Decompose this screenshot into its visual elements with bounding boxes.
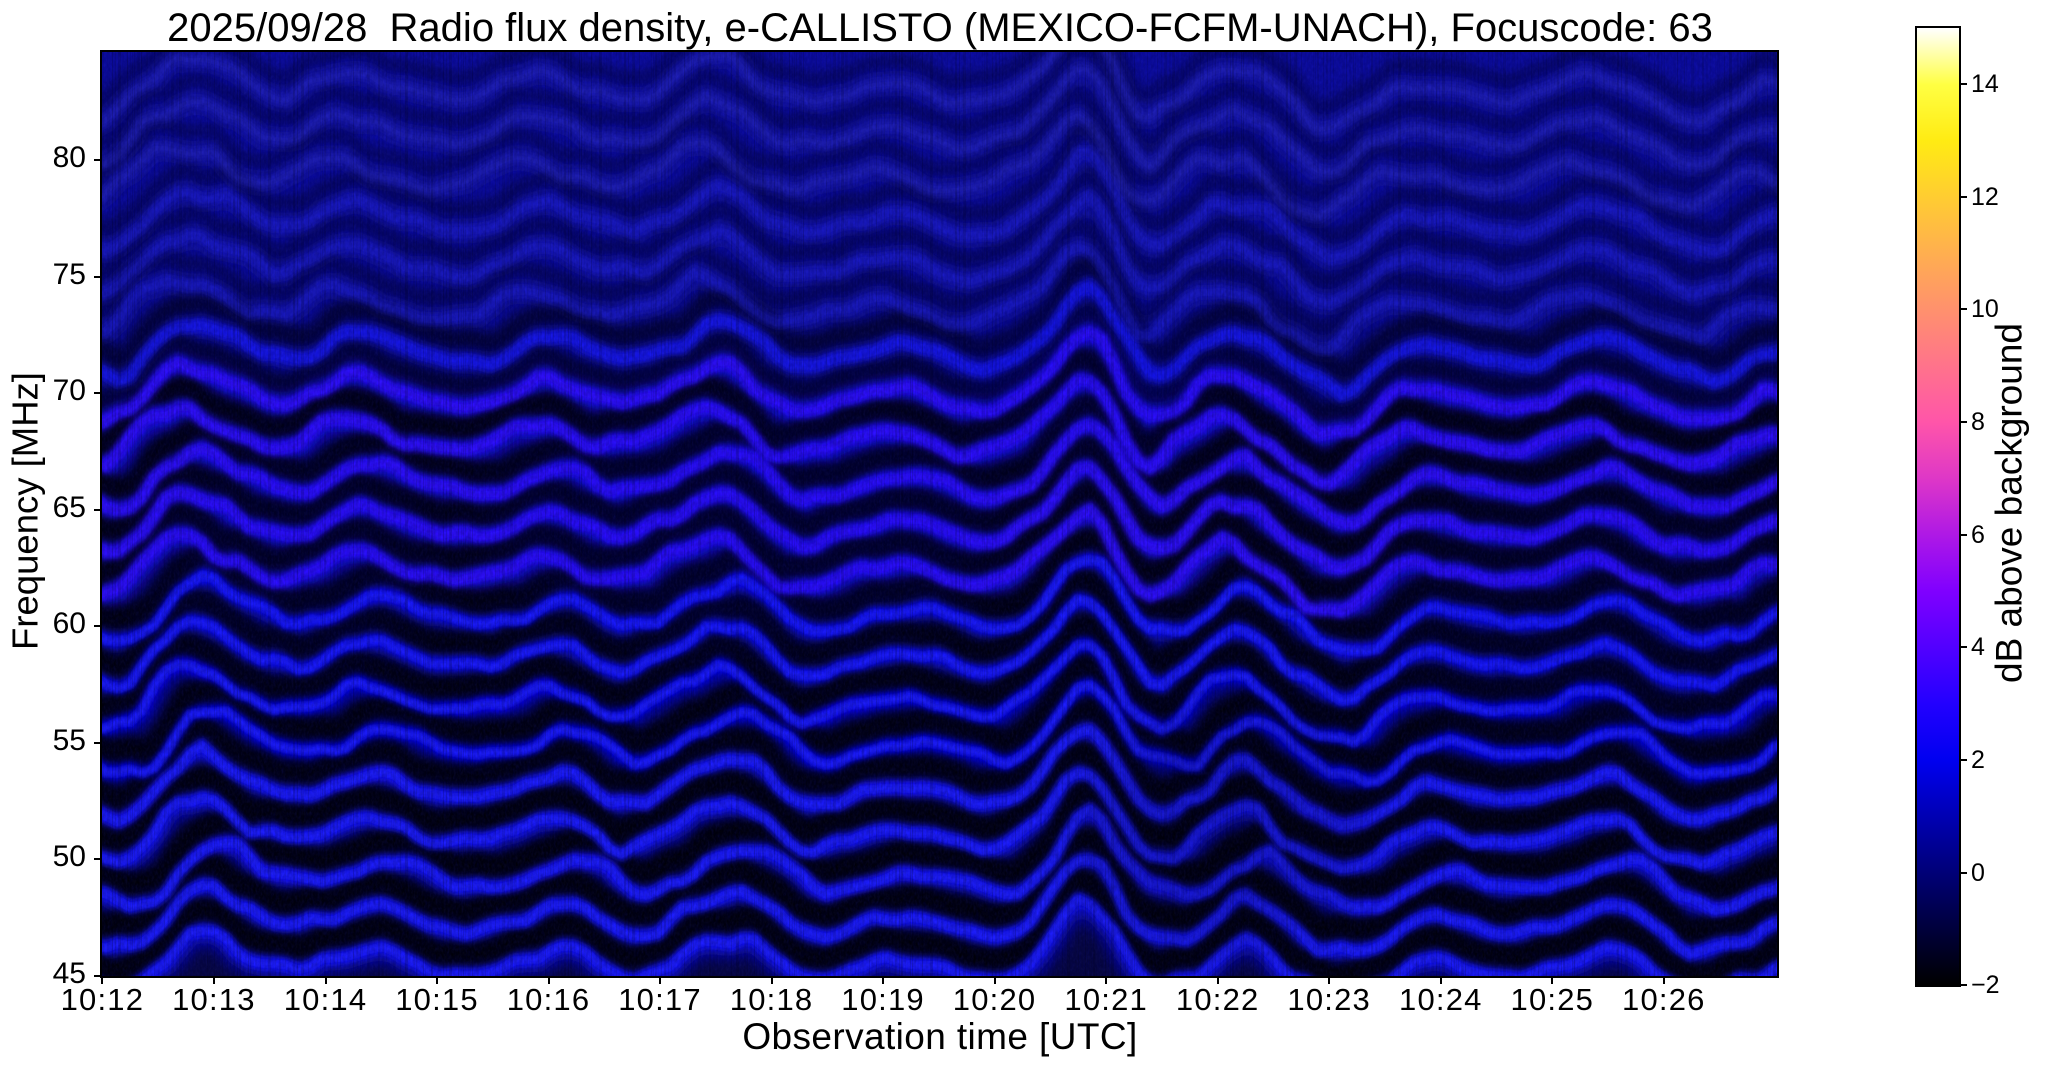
svg-text:Frequency [MHz]: Frequency [MHz] xyxy=(5,372,46,650)
svg-text:dB above background: dB above background xyxy=(1989,323,2030,683)
